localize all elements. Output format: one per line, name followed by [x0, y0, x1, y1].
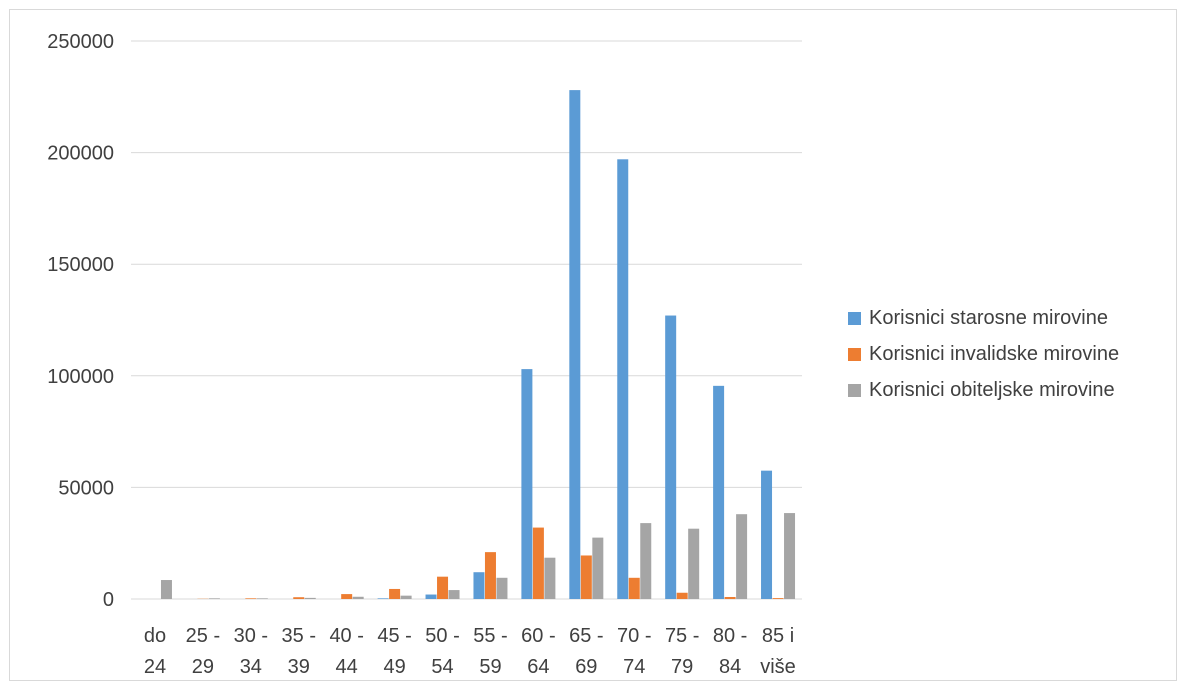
bar — [377, 598, 389, 599]
legend-swatch-obiteljske — [848, 383, 861, 397]
bar — [724, 596, 736, 599]
x-tick-label: više — [760, 656, 796, 678]
bar — [772, 598, 784, 599]
y-tick-label: 0 — [103, 589, 114, 611]
x-tick-label: 25 - — [186, 625, 220, 647]
bar — [592, 537, 604, 599]
bar — [617, 159, 629, 599]
bar — [473, 572, 485, 599]
bar — [245, 598, 257, 599]
bar — [521, 369, 533, 599]
x-tick-label: 55 - — [473, 625, 507, 647]
legend-label-obiteljske: Korisnici obiteljske mirovine — [869, 378, 1115, 401]
x-tick-label: 59 — [479, 656, 501, 678]
x-tick-label: 70 - — [617, 625, 651, 647]
x-tick-label: 60 - — [521, 625, 555, 647]
legend: Korisnici starosne mirovine Korisnici in… — [848, 300, 1119, 408]
x-tick-label: 35 - — [282, 625, 316, 647]
x-tick-label: 69 — [575, 656, 597, 678]
y-tick-label: 50000 — [58, 477, 114, 499]
legend-item: Korisnici invalidske mirovine — [848, 336, 1119, 372]
bar — [676, 592, 688, 599]
bar — [256, 598, 268, 599]
bar — [736, 514, 748, 599]
bar — [293, 597, 305, 599]
x-tick-label: 75 - — [665, 625, 699, 647]
bar — [580, 555, 592, 599]
bar — [628, 577, 640, 599]
x-tick-label: 39 — [288, 656, 310, 678]
bar — [496, 577, 508, 599]
bar — [341, 594, 353, 599]
x-tick-label: 79 — [671, 656, 693, 678]
bar — [425, 594, 437, 599]
bar — [484, 552, 496, 599]
bar — [437, 576, 449, 599]
bar — [304, 597, 316, 599]
legend-item: Korisnici obiteljske mirovine — [848, 372, 1119, 408]
bar — [640, 523, 652, 599]
x-tick-label: 64 — [527, 656, 549, 678]
y-tick-label: 100000 — [47, 366, 114, 388]
x-tick-label: 80 - — [713, 625, 747, 647]
x-tick-label: 84 — [719, 656, 741, 678]
x-tick-label: 54 — [431, 656, 453, 678]
bar — [761, 470, 773, 599]
bar — [400, 595, 412, 599]
bar — [532, 527, 544, 599]
bar — [569, 90, 581, 599]
x-tick-label: do — [144, 625, 166, 647]
legend-item: Korisnici starosne mirovine — [848, 300, 1119, 336]
legend-swatch-starosne — [848, 311, 861, 325]
bar-chart: 0 50000 100000 150000 200000 250000 do 24 25 - 29… — [47, 31, 802, 678]
x-tick-label: 24 — [144, 656, 166, 678]
x-tick-label: 85 i — [762, 625, 794, 647]
bar — [688, 528, 700, 599]
legend-swatch-invalidske — [848, 347, 861, 361]
y-tick-label: 150000 — [47, 254, 114, 276]
x-tick-label: 40 - — [329, 625, 363, 647]
bar — [208, 598, 220, 599]
bar — [448, 590, 460, 599]
bar — [544, 557, 556, 599]
bar — [713, 385, 725, 599]
x-tick-label: 50 - — [425, 625, 459, 647]
bar — [352, 596, 364, 599]
chart-frame: 0 50000 100000 150000 200000 250000 do 24 25 - 29… — [9, 9, 1177, 681]
y-tick-label: 200000 — [47, 143, 114, 165]
x-tick-label: 45 - — [377, 625, 411, 647]
x-tick-label: 30 - — [234, 625, 268, 647]
x-tick-label: 49 — [383, 656, 405, 678]
bar — [784, 513, 796, 599]
x-tick-label: 44 — [336, 656, 358, 678]
x-tick-label: 34 — [240, 656, 262, 678]
bar — [160, 580, 172, 599]
x-tick-label: 29 — [192, 656, 214, 678]
y-tick-label: 250000 — [47, 31, 114, 53]
bar — [665, 315, 677, 599]
x-tick-label: 74 — [623, 656, 645, 678]
x-tick-label: 65 - — [569, 625, 603, 647]
legend-label-invalidske: Korisnici invalidske mirovine — [869, 342, 1120, 365]
legend-label-starosne: Korisnici starosne mirovine — [869, 306, 1108, 329]
bar — [389, 588, 401, 599]
